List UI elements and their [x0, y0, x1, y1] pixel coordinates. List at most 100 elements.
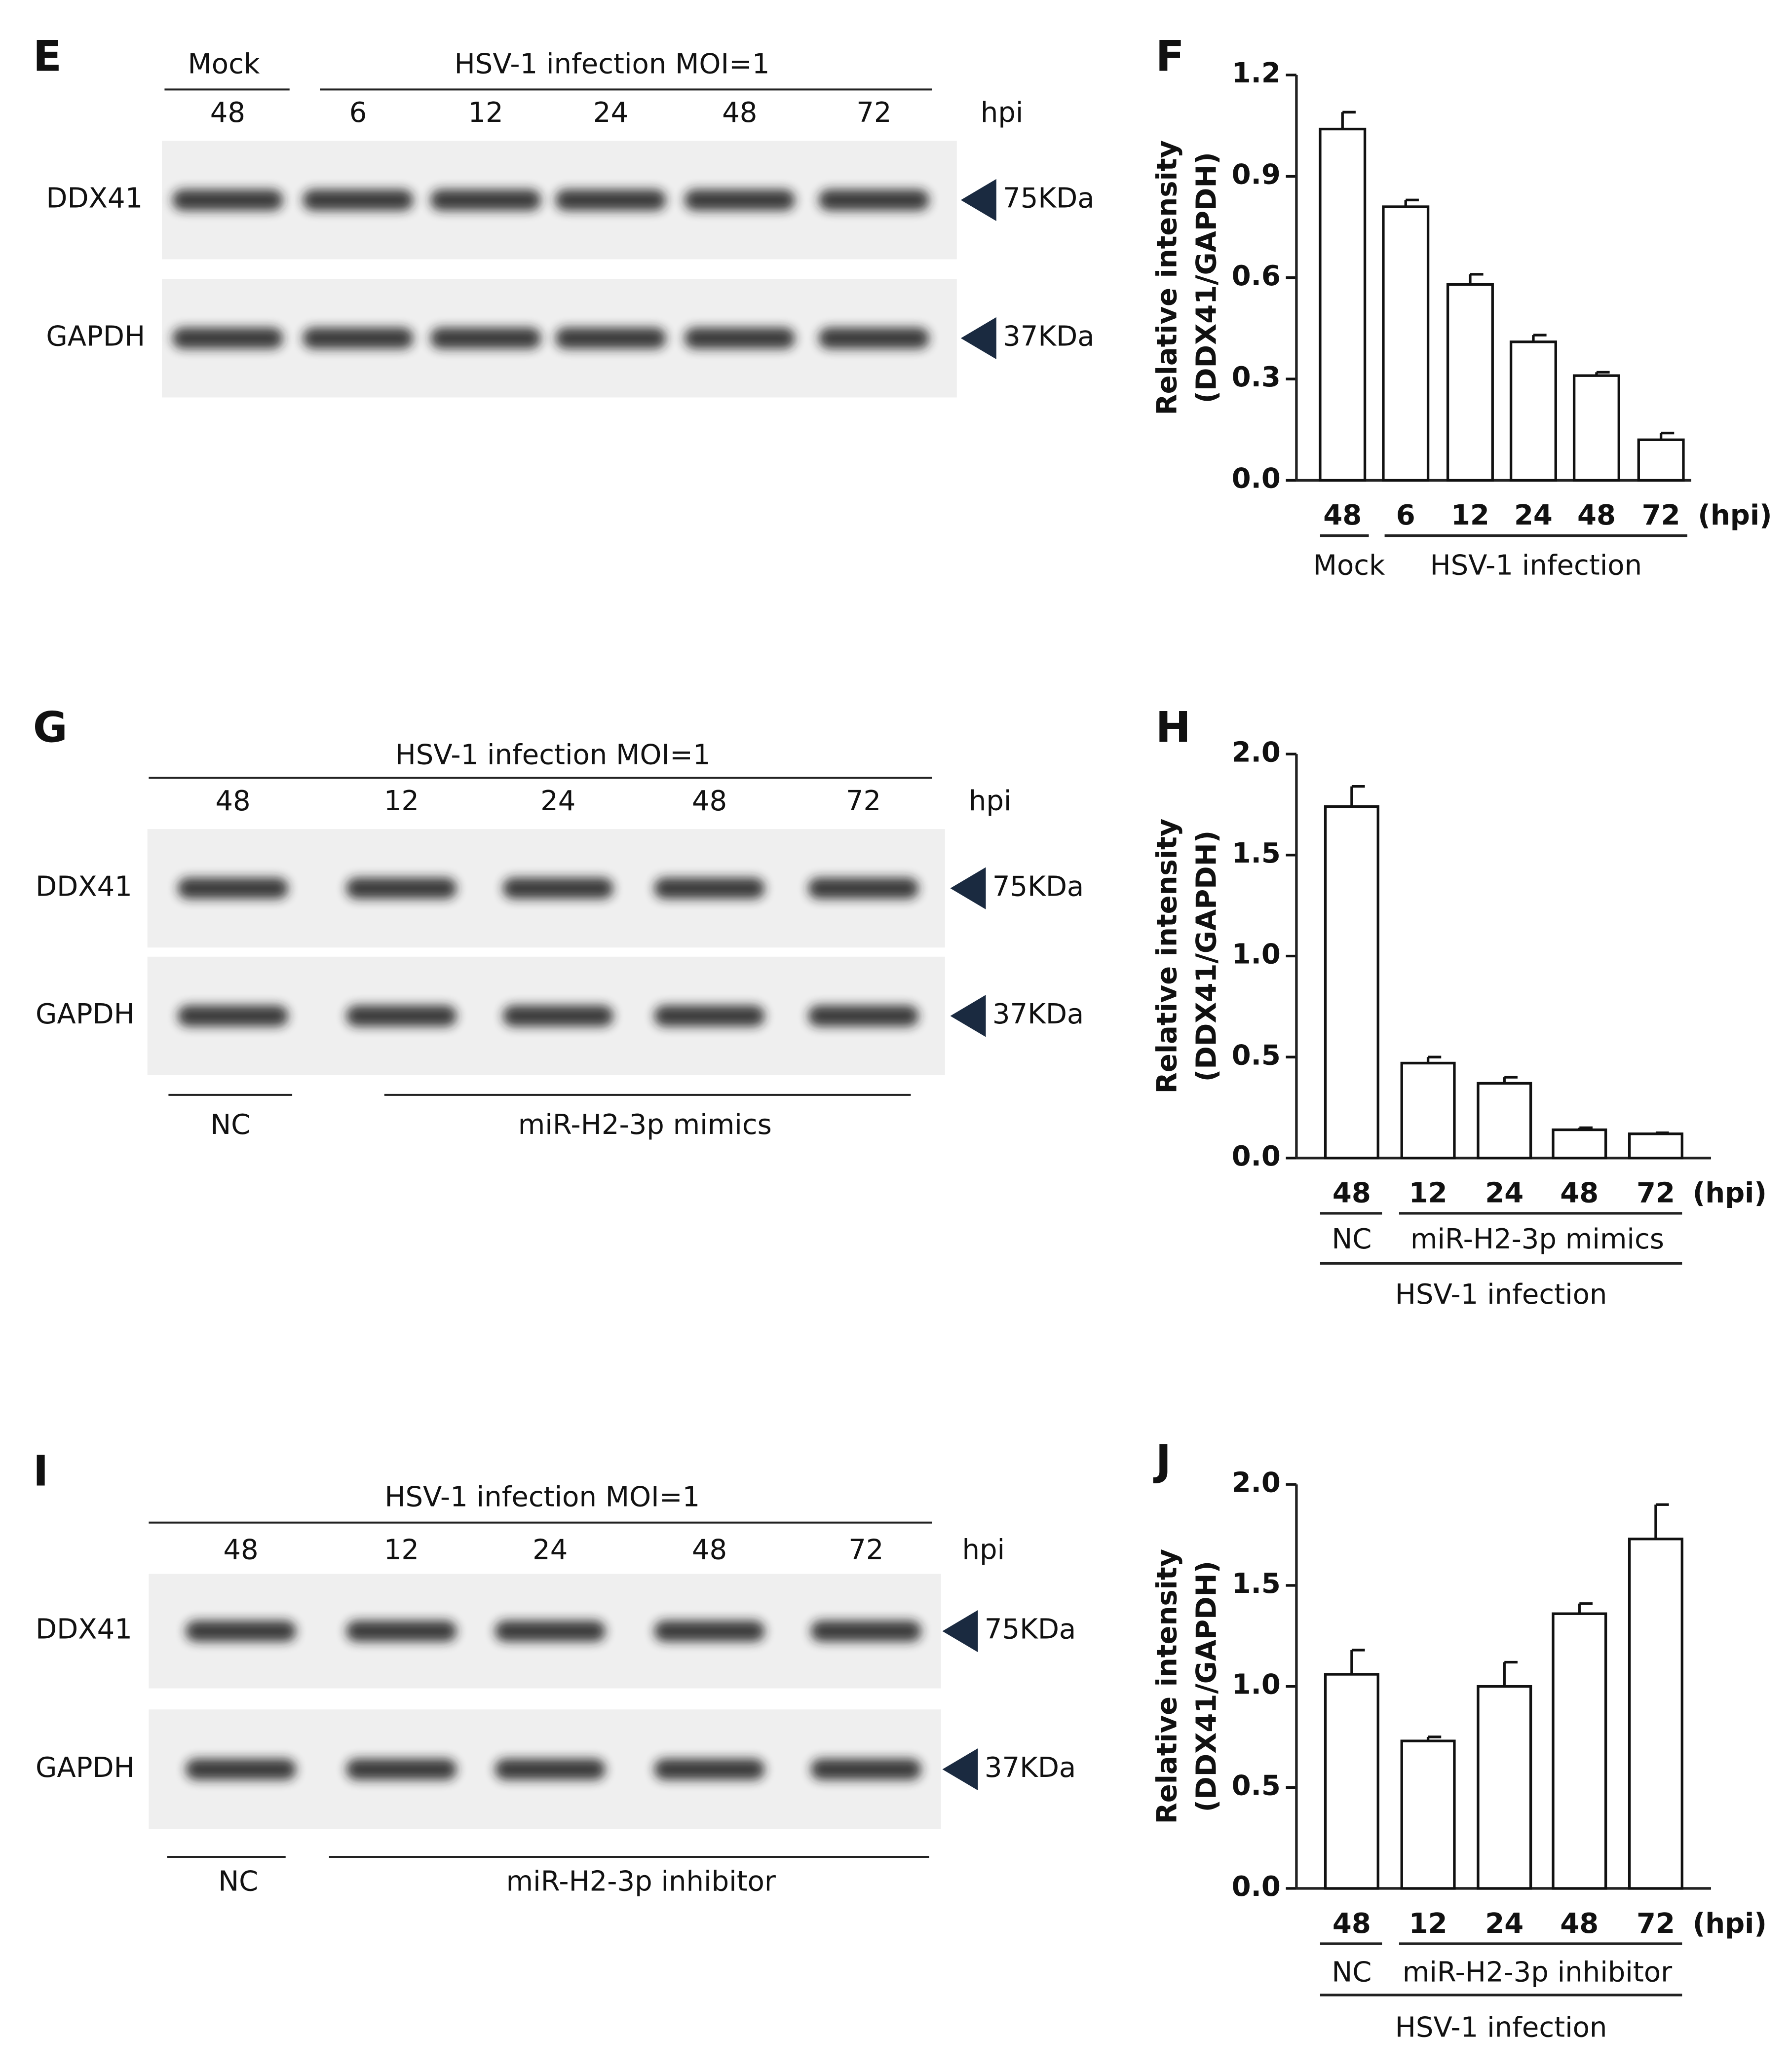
band	[810, 1759, 921, 1780]
band	[654, 877, 765, 899]
lane-label: 48	[223, 1534, 258, 1566]
band	[502, 877, 613, 899]
band	[346, 1620, 457, 1642]
panel-letter: H	[1156, 704, 1191, 753]
size-label: 75KDa	[992, 870, 1084, 903]
bar	[1477, 1082, 1532, 1160]
arrowhead	[960, 179, 996, 222]
band	[654, 1005, 765, 1027]
bar	[1572, 374, 1620, 482]
band	[818, 189, 929, 211]
bar	[1400, 1739, 1456, 1890]
band	[178, 1005, 289, 1027]
y-tick-label: 0.9	[1232, 159, 1281, 191]
y-tick-label: 1.5	[1232, 1568, 1281, 1600]
band	[186, 1759, 297, 1780]
y-axis-label: Relative intensity	[1151, 1549, 1183, 1824]
lane-group: NC	[210, 1109, 250, 1141]
protein-label: DDX41	[46, 183, 143, 215]
y-tick-label: 0.5	[1232, 1039, 1281, 1071]
y-axis-label: (DDX41/GAPDH)	[1190, 152, 1222, 403]
band	[346, 877, 457, 899]
x-tick-label: 48	[1333, 1908, 1371, 1940]
lane-label: 48	[692, 785, 727, 817]
x-unit: (hpi)	[1693, 1177, 1767, 1209]
arrowhead	[960, 317, 996, 360]
arrowhead	[950, 995, 986, 1037]
group-label: miR-H2-3p inhibitor	[1403, 1956, 1673, 1988]
x-tick-label: 48	[1560, 1177, 1599, 1209]
x-tick-label: 48	[1333, 1177, 1371, 1209]
band	[502, 1005, 613, 1027]
lane-label: 48	[722, 97, 757, 129]
bar	[1382, 205, 1430, 482]
protein-label: DDX41	[36, 1614, 132, 1646]
lane-label: 12	[468, 97, 503, 129]
band	[346, 1759, 457, 1780]
band	[555, 189, 666, 211]
lane-label: 6	[349, 97, 367, 129]
band	[654, 1759, 765, 1780]
y-tick-label: 0.0	[1232, 1140, 1281, 1172]
panel-letter: F	[1156, 32, 1184, 81]
band	[303, 328, 414, 349]
x-tick-label: 48	[1560, 1908, 1599, 1940]
y-tick-label: 0.0	[1232, 1871, 1281, 1903]
band	[818, 328, 929, 349]
bar	[1552, 1128, 1607, 1160]
protein-label: DDX41	[36, 870, 132, 903]
lane-group: NC	[218, 1865, 258, 1897]
x-tick-label: 48	[1577, 499, 1616, 531]
unit-label: hpi	[969, 785, 1012, 817]
panel-letter: J	[1153, 1436, 1172, 1485]
group-label: miR-H2-3p mimics	[1410, 1223, 1664, 1255]
lane-label: 72	[856, 97, 891, 129]
bar	[1477, 1685, 1532, 1890]
bar	[1400, 1061, 1456, 1160]
x-tick-label: 24	[1485, 1177, 1523, 1209]
lane-label: 24	[540, 785, 575, 817]
x-tick-label: 12	[1409, 1908, 1447, 1940]
x-tick-label: 72	[1637, 1177, 1675, 1209]
x-tick-label: 12	[1451, 499, 1489, 531]
band	[810, 1620, 921, 1642]
lane-label: 24	[533, 1534, 568, 1566]
band	[178, 877, 289, 899]
lane-label: 24	[593, 97, 628, 129]
x-tick-label: 6	[1396, 499, 1415, 531]
y-axis-label: (DDX41/GAPDH)	[1190, 1561, 1222, 1812]
x-tick-label: 48	[1323, 499, 1362, 531]
band	[684, 328, 795, 349]
lane-group: HSV-1 infection MOI=1	[395, 739, 711, 771]
y-tick-label: 0.6	[1232, 260, 1281, 292]
x-tick-label: 72	[1637, 1908, 1675, 1940]
bar	[1628, 1132, 1683, 1160]
size-label: 37KDa	[1003, 321, 1094, 353]
lane-label: 72	[846, 785, 881, 817]
y-tick-label: 0.5	[1232, 1770, 1281, 1802]
band	[808, 877, 919, 899]
band	[555, 328, 666, 349]
band	[430, 189, 541, 211]
bar	[1628, 1538, 1683, 1890]
outer-group-label: HSV-1 infection	[1395, 1279, 1607, 1311]
arrowhead	[942, 1748, 978, 1791]
protein-label: GAPDH	[36, 1752, 135, 1784]
size-label: 37KDa	[992, 998, 1084, 1030]
group-label: NC	[1332, 1223, 1371, 1255]
bar	[1552, 1612, 1607, 1890]
lane-group: HSV-1 infection MOI=1	[384, 1481, 700, 1513]
unit-label: hpi	[962, 1534, 1005, 1566]
protein-label: GAPDH	[36, 998, 135, 1030]
band	[495, 1620, 606, 1642]
size-label: 75KDa	[985, 1614, 1076, 1646]
x-unit: (hpi)	[1693, 1908, 1767, 1940]
lane-group: miR-H2-3p inhibitor	[506, 1865, 776, 1897]
x-tick-label: 72	[1642, 499, 1680, 531]
size-label: 37KDa	[985, 1752, 1076, 1784]
y-tick-label: 2.0	[1232, 736, 1281, 768]
lane-label: 72	[848, 1534, 883, 1566]
size-label: 75KDa	[1003, 183, 1094, 215]
bar	[1324, 1673, 1379, 1890]
